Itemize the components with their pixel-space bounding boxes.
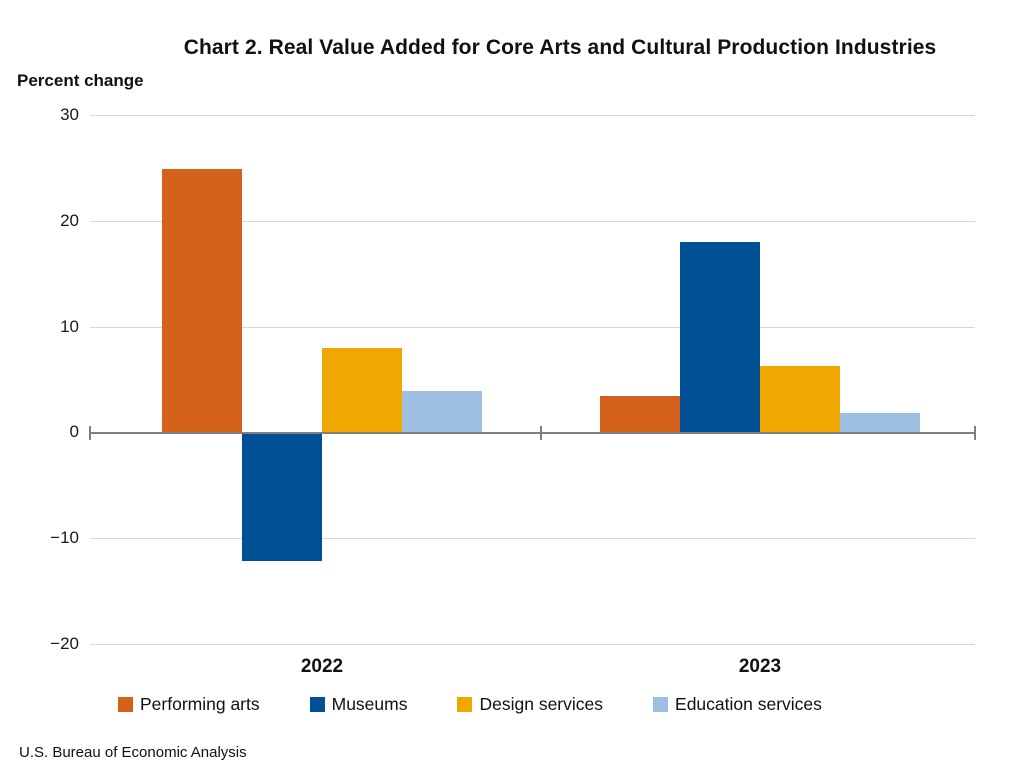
- axis-tick-mark: [89, 426, 91, 441]
- legend-label: Education services: [675, 694, 822, 714]
- gridline: [90, 220, 975, 222]
- bar-museums-2022: [242, 434, 322, 562]
- legend-swatch-icon: [118, 697, 133, 712]
- legend-item-performing-arts: Performing arts: [118, 694, 260, 715]
- source-note: U.S. Bureau of Economic Analysis: [19, 744, 247, 761]
- gridline: [90, 538, 975, 540]
- bar-design-services-2022: [322, 347, 402, 433]
- legend-label: Performing arts: [140, 694, 260, 714]
- legend-label: Museums: [331, 694, 408, 714]
- bar-education-services-2022: [402, 391, 482, 433]
- legend-swatch-icon: [457, 697, 473, 712]
- bar-performing-arts-2023: [600, 396, 680, 433]
- bar-education-services-2023: [840, 413, 920, 433]
- legend-label: Design services: [479, 694, 604, 714]
- legend-item-museums: Museums: [309, 694, 408, 715]
- y-tick-label: −20: [50, 634, 79, 653]
- y-axis-unit-label: Percent change: [17, 71, 144, 90]
- y-tick-label: 20: [60, 210, 79, 230]
- plot-area: 30 20 10 0 −10 −20: [50, 105, 976, 653]
- legend-item-design-services: Design services: [457, 694, 603, 715]
- axis-tick-mark: [974, 426, 976, 441]
- gridline: [90, 115, 975, 116]
- chart-legend: Performing arts Museums Design services Edu…: [118, 694, 978, 715]
- bar-performing-arts-2022: [162, 168, 242, 433]
- y-tick-label: 10: [60, 316, 79, 336]
- x-category-label-2022: 2022: [300, 656, 344, 677]
- legend-item-education-services: Education services: [653, 694, 822, 715]
- bar-museums-2023: [680, 241, 760, 433]
- gridline: [90, 644, 975, 645]
- zero-axis-line: [90, 432, 975, 435]
- chart-title: Chart 2. Real Value Added for Core Arts …: [183, 36, 937, 59]
- bar-design-services-2023: [760, 365, 840, 433]
- y-tick-label: 0: [69, 422, 79, 442]
- x-category-label-2023: 2023: [738, 656, 782, 677]
- legend-swatch-icon: [653, 697, 669, 712]
- y-tick-label: 30: [60, 105, 79, 124]
- legend-swatch-icon: [309, 697, 325, 712]
- y-tick-label: −10: [50, 528, 79, 548]
- gridline: [90, 326, 975, 328]
- axis-tick-mark: [540, 426, 543, 441]
